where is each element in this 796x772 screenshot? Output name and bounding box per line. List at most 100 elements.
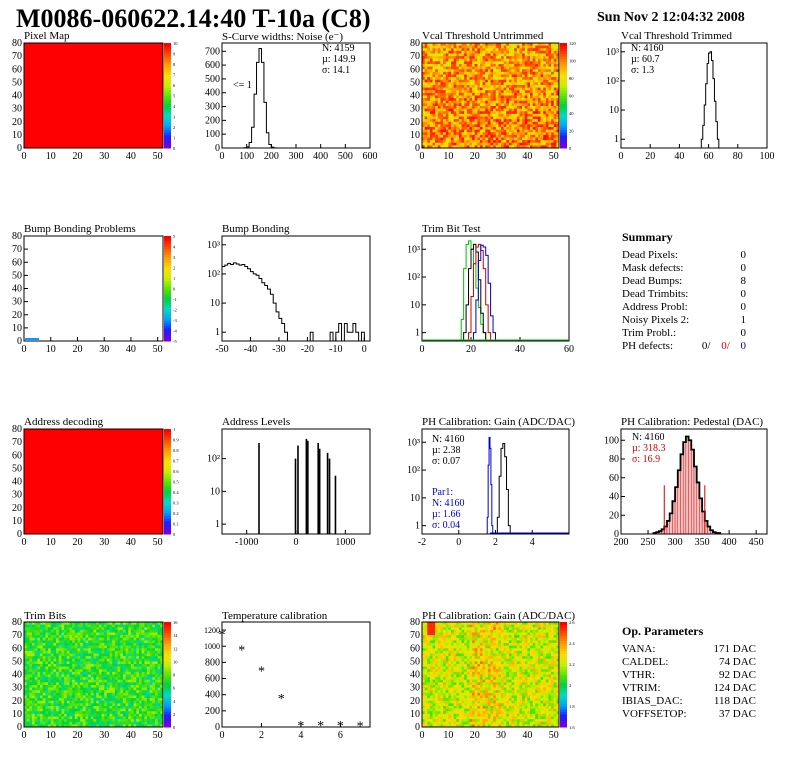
vcal_untrimmed-heatmap-cell: [511, 106, 515, 109]
trim_bits-heatmap-cell: [120, 682, 124, 686]
trim_bits-heatmap-cell: [101, 708, 105, 712]
vcal_untrimmed-heatmap-cell: [532, 121, 536, 125]
vcal_untrimmed-heatmap-cell: [485, 45, 489, 49]
vcal_untrimmed-heatmap-cell: [424, 119, 428, 123]
trim_bits-heatmap-cell: [37, 666, 41, 670]
vcal_untrimmed-heatmap-cell: [482, 113, 486, 117]
trim_bits-heatmap-cell: [88, 679, 92, 683]
trim_bits-heatmap-cell: [130, 658, 134, 662]
vcal_untrimmed-heatmap-cell: [524, 50, 528, 54]
bump_problems-ytick-label: 10: [12, 323, 22, 334]
pixel_map-palette-cell: [164, 45, 171, 49]
trim_bits-heatmap-cell: [50, 658, 54, 662]
vcal_untrimmed-heatmap-cell: [527, 145, 531, 149]
trim_bits-heatmap-cell: [109, 698, 113, 702]
trim_bits-heatmap-cell: [104, 640, 108, 644]
vcal_untrimmed-heatmap-cell: [548, 140, 552, 144]
vcal_untrimmed-heatmap-cell: [466, 116, 470, 120]
vcal_untrimmed-heatmap-cell: [458, 61, 462, 65]
vcal_untrimmed-heatmap-cell: [479, 127, 483, 130]
vcal_untrimmed-heatmap-cell: [501, 53, 504, 57]
ph_gain_map-heatmap-cell: [527, 635, 531, 639]
trim_bits-heatmap-cell: [69, 698, 73, 702]
trim_bits-heatmap-cell: [96, 632, 100, 636]
vcal_untrimmed-heatmap-cell: [472, 61, 475, 65]
address_decoding-palette-cell: [164, 447, 171, 451]
vcal_untrimmed-heatmap-cell: [516, 43, 520, 46]
trim_bits-heatmap-cell: [56, 682, 60, 686]
trim_bits-heatmap-cell: [120, 698, 124, 702]
trim_bits-heatmap-cell: [96, 685, 100, 688]
address_decoding-ytick-label: 10: [12, 516, 22, 527]
vcal_untrimmed-heatmap-cell: [461, 124, 465, 128]
trim_bits-heatmap-cell: [114, 703, 118, 707]
vcal_untrimmed-heatmap-cell: [424, 98, 428, 102]
vcal_untrimmed-heatmap-cell: [519, 48, 523, 52]
trim_bits-heatmap-cell: [122, 706, 126, 709]
ph_gain_map-heatmap-cell: [508, 635, 512, 639]
trim_bits-heatmap-cell: [109, 682, 113, 686]
vcal_untrimmed-heatmap-cell: [503, 53, 507, 57]
vcal_untrimmed-heatmap-cell: [435, 106, 439, 109]
trim_bits-heatmap-cell: [50, 627, 54, 631]
vcal_untrimmed-heatmap-cell: [424, 116, 428, 120]
vcal_untrimmed-heatmap-cell: [551, 71, 555, 75]
vcal_untrimmed-heatmap-cell: [516, 145, 520, 149]
vcal_untrimmed-heatmap-cell: [508, 108, 512, 112]
trim_bits-heatmap-cell: [72, 692, 76, 696]
vcal_untrimmed-heatmap-cell: [490, 48, 494, 52]
vcal_untrimmed-heatmap-cell: [487, 92, 491, 96]
vcal_untrimmed-heatmap-cell: [479, 50, 483, 54]
bump_problems-xtick-label: 20: [72, 344, 82, 355]
trim_bits-heatmap-cell: [122, 724, 126, 728]
trim_bits-heatmap-cell: [133, 687, 137, 691]
vcal_untrimmed-heatmap-cell: [458, 129, 462, 133]
trim_bits-heatmap-cell: [104, 724, 108, 728]
trim_bits-heatmap-cell: [101, 721, 105, 725]
ph_gain_map-heatmap-cell: [453, 632, 457, 636]
vcal_untrimmed-heatmap-cell: [514, 61, 518, 65]
trim_bits-heatmap-cell: [130, 698, 134, 702]
vcal_untrimmed-heatmap-cell: [543, 53, 547, 57]
vcal_untrimmed-heatmap-cell: [535, 56, 539, 60]
vcal_untrimmed-heatmap-cell: [545, 116, 549, 120]
vcal_untrimmed-heatmap-cell: [477, 79, 481, 83]
vcal_untrimmed-heatmap-cell: [448, 98, 452, 102]
trim_bits-heatmap-cell: [152, 679, 156, 683]
trim_bits-heatmap-cell: [69, 656, 73, 660]
vcal_untrimmed-heatmap-cell: [537, 119, 541, 123]
vcal_untrimmed-heatmap-cell: [450, 53, 454, 57]
trim_bits-heatmap-cell: [101, 695, 105, 699]
trim_bits-heatmap-cell: [106, 698, 110, 702]
ph_gain_map-xtick-label: 0: [420, 730, 425, 741]
vcal_untrimmed-heatmap-cell: [493, 69, 497, 73]
trim_bits-heatmap-cell: [106, 622, 110, 625]
trim_bits-heatmap-cell: [93, 635, 97, 639]
trim_bits-heatmap-cell: [29, 656, 33, 660]
vcal_untrimmed-heatmap-cell: [506, 77, 510, 81]
vcal_untrimmed-heatmap-cell: [522, 111, 526, 115]
vcal_untrimmed-heatmap-cell: [543, 124, 547, 128]
vcal_untrimmed-heatmap-cell: [519, 103, 523, 107]
vcal_untrimmed-heatmap-cell: [501, 111, 504, 115]
trim_bits-heatmap-cell: [74, 653, 78, 657]
trim_bits-heatmap-cell: [128, 637, 132, 641]
vcal_untrimmed-heatmap-cell: [511, 50, 515, 54]
vcal_untrimmed-heatmap-cell: [527, 137, 531, 141]
vcal_untrimmed-heatmap-cell: [514, 71, 518, 75]
trim_bits-heatmap-cell: [29, 713, 33, 717]
trim_bits-heatmap-cell: [29, 635, 33, 639]
vcal_untrimmed-heatmap-cell: [556, 71, 560, 75]
ph_gain_map-heatmap-cell: [530, 629, 533, 633]
pixel_map-palette-label: 5: [173, 94, 176, 99]
trim_bits-heatmap-cell: [114, 724, 118, 728]
trim_bits-heatmap-cell: [128, 664, 132, 667]
trim_bits-heatmap-cell: [96, 682, 100, 686]
vcal_untrimmed-heatmap-cell: [530, 111, 533, 115]
vcal_untrimmed-heatmap-cell: [530, 116, 533, 120]
trim_bits-heatmap-cell: [56, 643, 60, 646]
trim_bits-heatmap-cell: [58, 635, 62, 639]
trim_bits-heatmap-cell: [154, 627, 158, 631]
vcal_untrimmed-heatmap-cell: [540, 56, 544, 60]
vcal_untrimmed-heatmap-cell: [553, 66, 557, 70]
